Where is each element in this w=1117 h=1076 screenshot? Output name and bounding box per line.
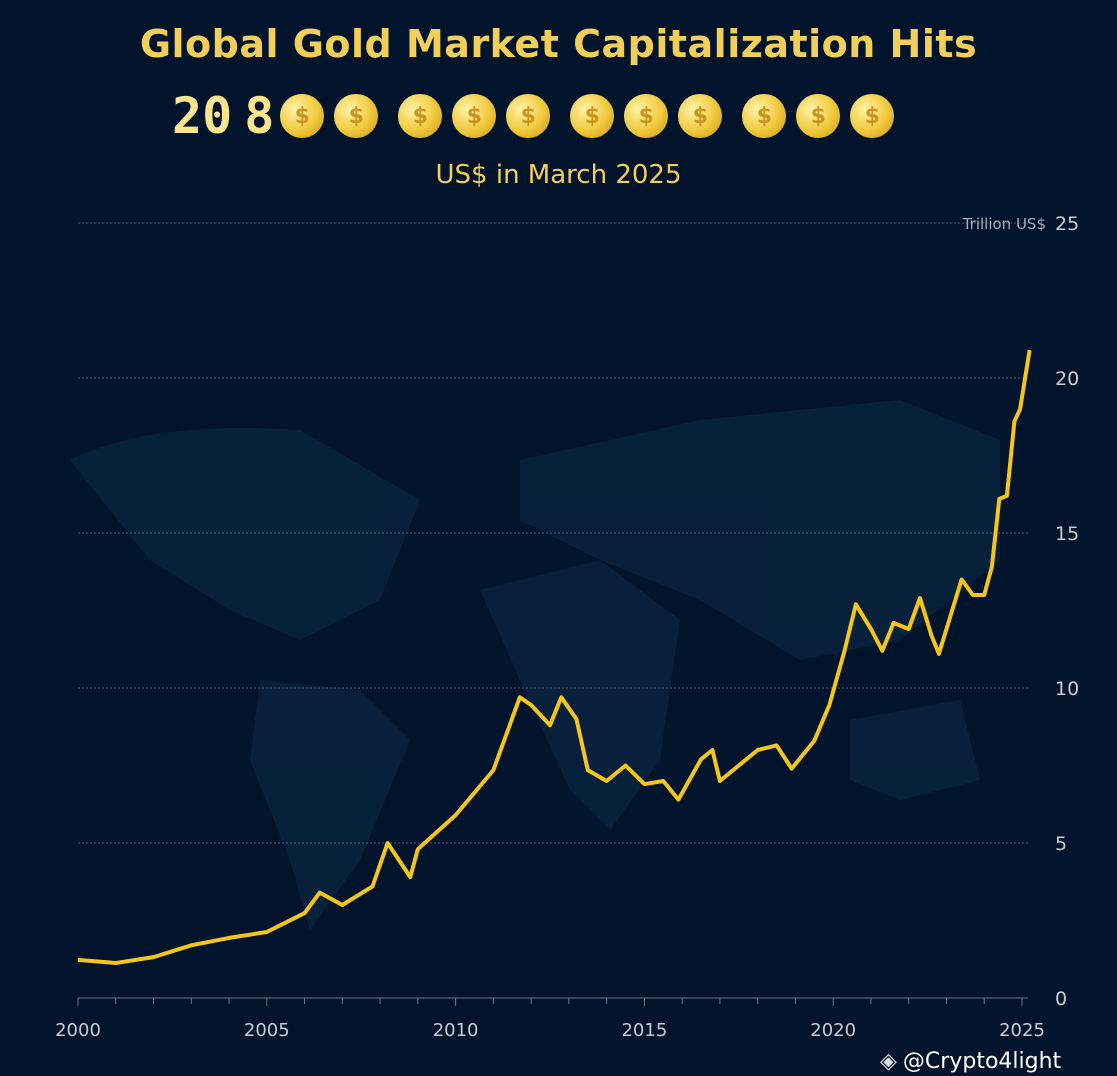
gold-dollar-coin-icon: $ — [796, 94, 841, 138]
gold-dollar-coin-icon: $ — [570, 94, 615, 138]
x-tick-label: 2010 — [433, 1020, 479, 1041]
y-tick-label: 20 — [1055, 368, 1079, 390]
gold-dollar-coin-icon: $ — [452, 94, 497, 138]
series-line — [77, 349, 1032, 965]
watermark: ◈ @Crypto4light — [880, 1049, 1061, 1075]
x-tick-label: 2020 — [810, 1020, 856, 1041]
x-tick-label: 2015 — [621, 1020, 667, 1041]
gold-dollar-coin-icon: $ — [334, 94, 379, 138]
chart-title: Global Gold Market Capitalization Hits — [139, 22, 978, 66]
gold-dollar-coin-icon: $ — [506, 94, 551, 138]
big-number-digits: 20 — [172, 87, 233, 145]
y-axis-label: Trillion US$ — [962, 215, 1046, 233]
y-tick-label: 0 — [1055, 988, 1067, 1010]
binance-logo-icon: ◈ — [880, 1049, 897, 1074]
gold-dollar-coin-icon: $ — [742, 94, 787, 138]
big-number-digits: 8 — [244, 87, 275, 145]
watermark-text: @Crypto4light — [902, 1049, 1062, 1074]
chart-subtitle: US$ in March 2025 — [435, 160, 682, 190]
gold-dollar-coin-icon: $ — [678, 94, 723, 138]
world-map-background — [70, 400, 1000, 930]
y-tick-label: 10 — [1055, 678, 1079, 700]
gold-dollar-coin-icon: $ — [398, 94, 443, 138]
y-tick-label: 5 — [1055, 833, 1067, 855]
gold-dollar-coin-icon: $ — [624, 94, 669, 138]
gold-dollar-coin-icon: $ — [850, 94, 895, 138]
x-tick-label: 2000 — [55, 1020, 101, 1041]
x-tick-label: 2025 — [999, 1020, 1045, 1041]
big-number-row: 20 8 $ $ $ $ $ $ $ $ $ $ $ — [172, 87, 914, 145]
coin-group: $ $ $ $ $ $ $ $ $ $ $ — [280, 94, 914, 138]
x-tick-label: 2005 — [244, 1020, 290, 1041]
y-tick-label: 15 — [1055, 523, 1079, 545]
y-tick-label: 25 — [1055, 213, 1079, 235]
gold-dollar-coin-icon: $ — [280, 94, 325, 138]
